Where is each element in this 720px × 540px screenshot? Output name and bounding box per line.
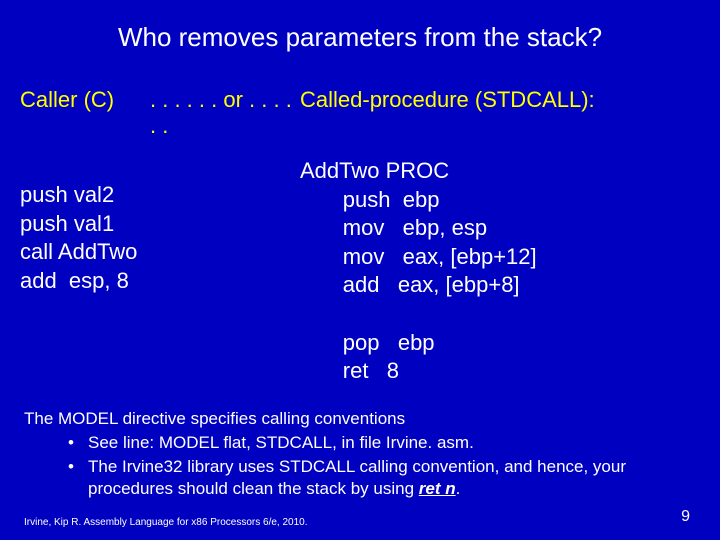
bullet-mark-icon: • <box>68 456 88 500</box>
called-header: Called-procedure (STDCALL): <box>300 87 700 139</box>
footnote-intro: The MODEL directive specifies calling co… <box>24 408 696 430</box>
code-area: push val2 push val1 call AddTwo add esp,… <box>0 147 720 386</box>
bullet-1: • See line: MODEL flat, STDCALL, in file… <box>68 430 696 454</box>
column-headers: Caller (C) . . . . . . or . . . . . . Ca… <box>0 63 720 147</box>
bullet-2-post: . <box>456 479 461 498</box>
caller-code: push val2 push val1 call AddTwo add esp,… <box>20 157 300 386</box>
called-code: AddTwo PROC push ebp mov ebp, esp mov ea… <box>300 157 700 386</box>
footnote-block: The MODEL directive specifies calling co… <box>0 386 720 500</box>
bullet-2-pre: The Irvine32 library uses STDCALL callin… <box>88 457 626 498</box>
ret-n-emphasis: ret n <box>419 479 456 498</box>
or-separator: . . . . . . or . . . . . . <box>150 87 300 139</box>
citation: Irvine, Kip R. Assembly Language for x86… <box>24 517 308 528</box>
bullet-1-text: See line: MODEL flat, STDCALL, in file I… <box>88 432 696 454</box>
bullet-2-text: The Irvine32 library uses STDCALL callin… <box>88 456 696 500</box>
bullet-2: • The Irvine32 library uses STDCALL call… <box>68 454 696 500</box>
bullet-mark-icon: • <box>68 432 88 454</box>
slide-title: Who removes parameters from the stack? <box>0 0 720 63</box>
page-number: 9 <box>681 508 690 526</box>
caller-header: Caller (C) <box>20 87 150 139</box>
